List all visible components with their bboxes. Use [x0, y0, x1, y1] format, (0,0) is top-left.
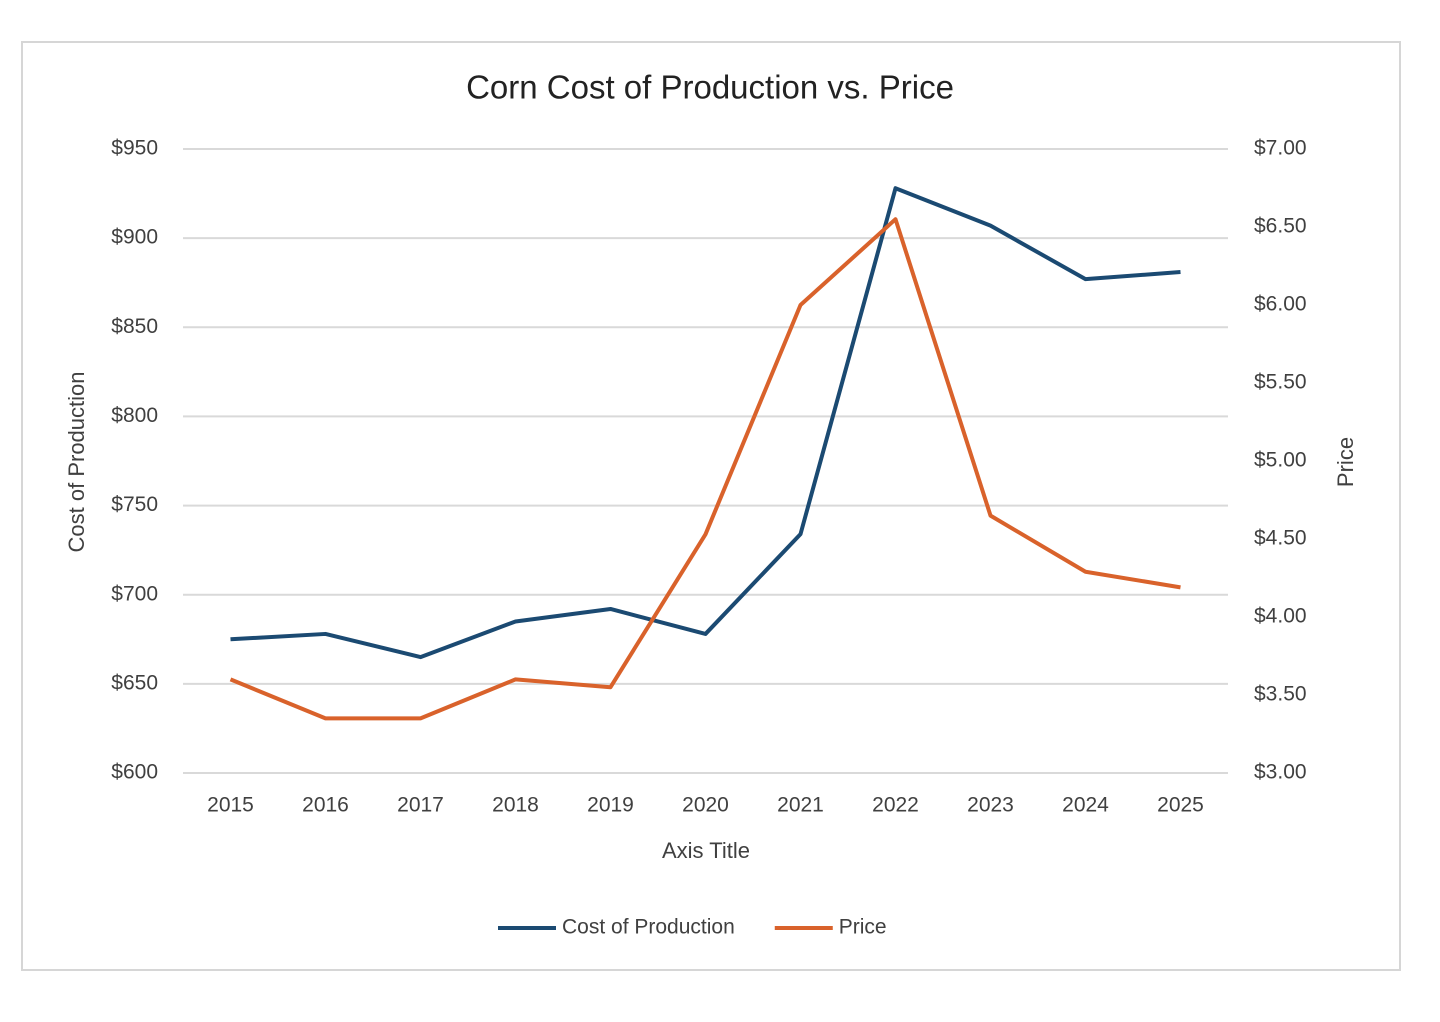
series-line — [229, 217, 1181, 721]
y2-tick-label: $7.00 — [1254, 137, 1307, 160]
x-tick-label: 2025 — [1157, 794, 1204, 817]
y-axis-title: Cost of Production — [64, 372, 89, 553]
y2-tick-label: $4.50 — [1254, 527, 1307, 550]
x-tick-label: 2019 — [587, 794, 634, 817]
y2-tick-label: $6.50 — [1254, 215, 1307, 238]
x-tick-label: 2015 — [207, 794, 254, 817]
y2-tick-label: $6.00 — [1254, 293, 1307, 316]
legend-label: Price — [839, 916, 887, 939]
x-tick-label: 2017 — [397, 794, 444, 817]
x-tick-label: 2022 — [872, 794, 919, 817]
x-tick-label: 2024 — [1062, 794, 1109, 817]
y-tick-label: $900 — [111, 226, 158, 249]
y2-tick-label: $5.00 — [1254, 449, 1307, 472]
x-tick-label: 2018 — [492, 794, 539, 817]
y-tick-label: $650 — [111, 671, 158, 694]
y-tick-label: $700 — [111, 582, 158, 605]
y2-tick-label: $3.50 — [1254, 683, 1307, 706]
x-tick-label: 2016 — [302, 794, 349, 817]
chart-title: Corn Cost of Production vs. Price — [466, 69, 954, 106]
y2-tick-label: $4.00 — [1254, 605, 1307, 628]
legend-label: Cost of Production — [562, 916, 735, 939]
y2-tick-label: $5.50 — [1254, 371, 1307, 394]
y-tick-label: $950 — [111, 137, 158, 160]
y2-axis-title: Price — [1333, 437, 1358, 487]
x-tick-label: 2020 — [682, 794, 729, 817]
y-tick-label: $750 — [111, 493, 158, 516]
y2-tick-label: $3.00 — [1254, 761, 1307, 784]
series-line — [230, 186, 1181, 660]
y-tick-label: $850 — [111, 315, 158, 338]
y-tick-label: $600 — [111, 761, 158, 784]
x-axis-title: Axis Title — [662, 838, 750, 863]
y-tick-label: $800 — [111, 404, 158, 427]
x-tick-label: 2023 — [967, 794, 1014, 817]
x-tick-label: 2021 — [777, 794, 824, 817]
